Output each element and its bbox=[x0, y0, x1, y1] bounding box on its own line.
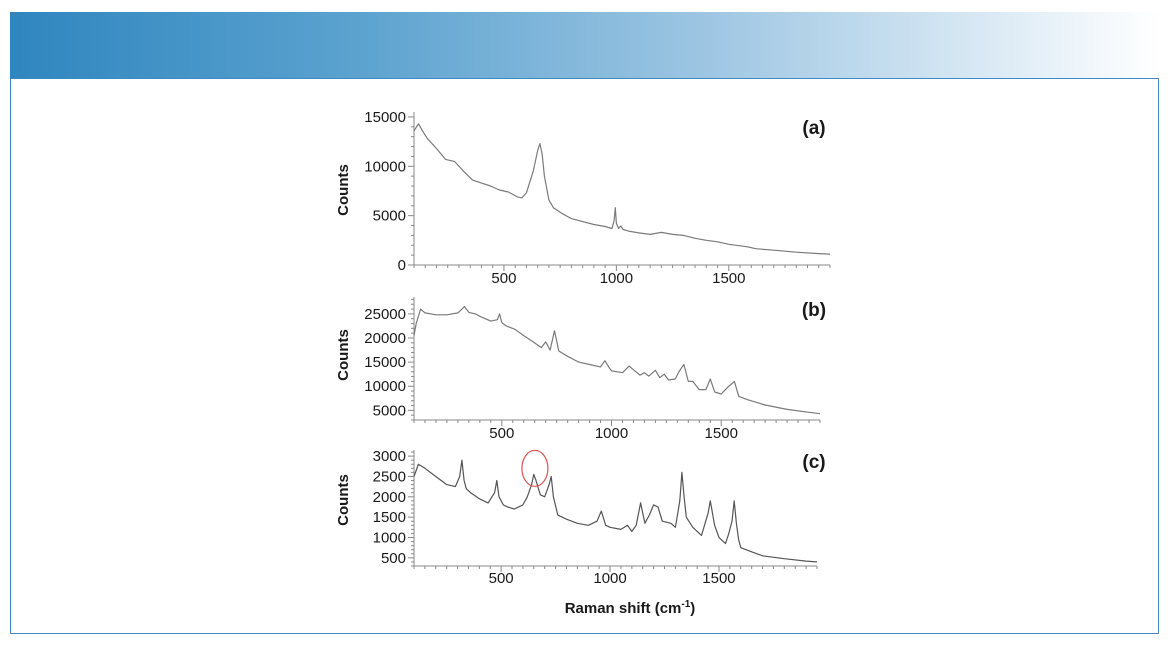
panel-c-y-tick-label: 2000 bbox=[373, 489, 406, 506]
panel-a-y-tick-label: 0 bbox=[398, 257, 406, 274]
x-axis-title-main: Raman shift (cm bbox=[565, 600, 682, 617]
panel-c-label: (c) bbox=[802, 452, 825, 473]
panel-b-y-tick-label: 10000 bbox=[364, 378, 406, 395]
panel-a-y-tick-label: 10000 bbox=[364, 158, 406, 175]
panel-b-y-axis-title: Counts bbox=[335, 329, 352, 381]
panel-b-label: (b) bbox=[802, 300, 826, 321]
panel-c-highlight-ellipse bbox=[521, 449, 549, 487]
panel-b-series-line bbox=[413, 306, 821, 415]
panel-a-x-tick-label: 1000 bbox=[600, 270, 633, 287]
panel-c-x-tick-label: 500 bbox=[489, 570, 514, 587]
figure-frame bbox=[10, 78, 1159, 634]
panel-c-series-line bbox=[413, 459, 818, 563]
x-axis-title-end: ) bbox=[690, 600, 695, 617]
panel-b-y-tick-label: 15000 bbox=[364, 354, 406, 371]
panel-b-x-tick-label: 1500 bbox=[705, 425, 738, 442]
panel-b-x-tick-label: 1000 bbox=[595, 425, 628, 442]
x-axis-title: Raman shift (cm-1) bbox=[565, 599, 696, 617]
panel-b-y-tick-label: 25000 bbox=[364, 306, 406, 323]
panel-c-y-tick-label: 1000 bbox=[373, 530, 406, 547]
panel-b-y-tick-label: 5000 bbox=[373, 402, 406, 419]
panel-c-y-tick-label: 1500 bbox=[373, 509, 406, 526]
panel-a-y-tick-label: 5000 bbox=[373, 208, 406, 225]
panel-c-y-axis-title: Counts bbox=[335, 474, 352, 526]
panel-b-y-tick-label: 20000 bbox=[364, 330, 406, 347]
panel-c-y-tick-label: 2500 bbox=[373, 468, 406, 485]
panel-a-label: (a) bbox=[802, 118, 825, 139]
panel-a-x-tick-label: 500 bbox=[491, 270, 516, 287]
panel-b-x-tick-label: 500 bbox=[489, 425, 514, 442]
panel-c-y-tick-label: 500 bbox=[381, 550, 406, 567]
panel-a-y-tick-label: 15000 bbox=[364, 109, 406, 126]
panel-c-x-tick-label: 1500 bbox=[702, 570, 735, 587]
x-axis-title-superscript: -1 bbox=[681, 599, 690, 610]
panel-a-x-tick-label: 1500 bbox=[712, 270, 745, 287]
panel-a-series-line bbox=[413, 123, 831, 255]
header-gradient-band bbox=[10, 12, 1160, 79]
panel-c-x-tick-label: 1000 bbox=[593, 570, 626, 587]
panel-c-y-tick-label: 3000 bbox=[373, 448, 406, 465]
panel-a-y-axis-title: Counts bbox=[335, 164, 352, 216]
